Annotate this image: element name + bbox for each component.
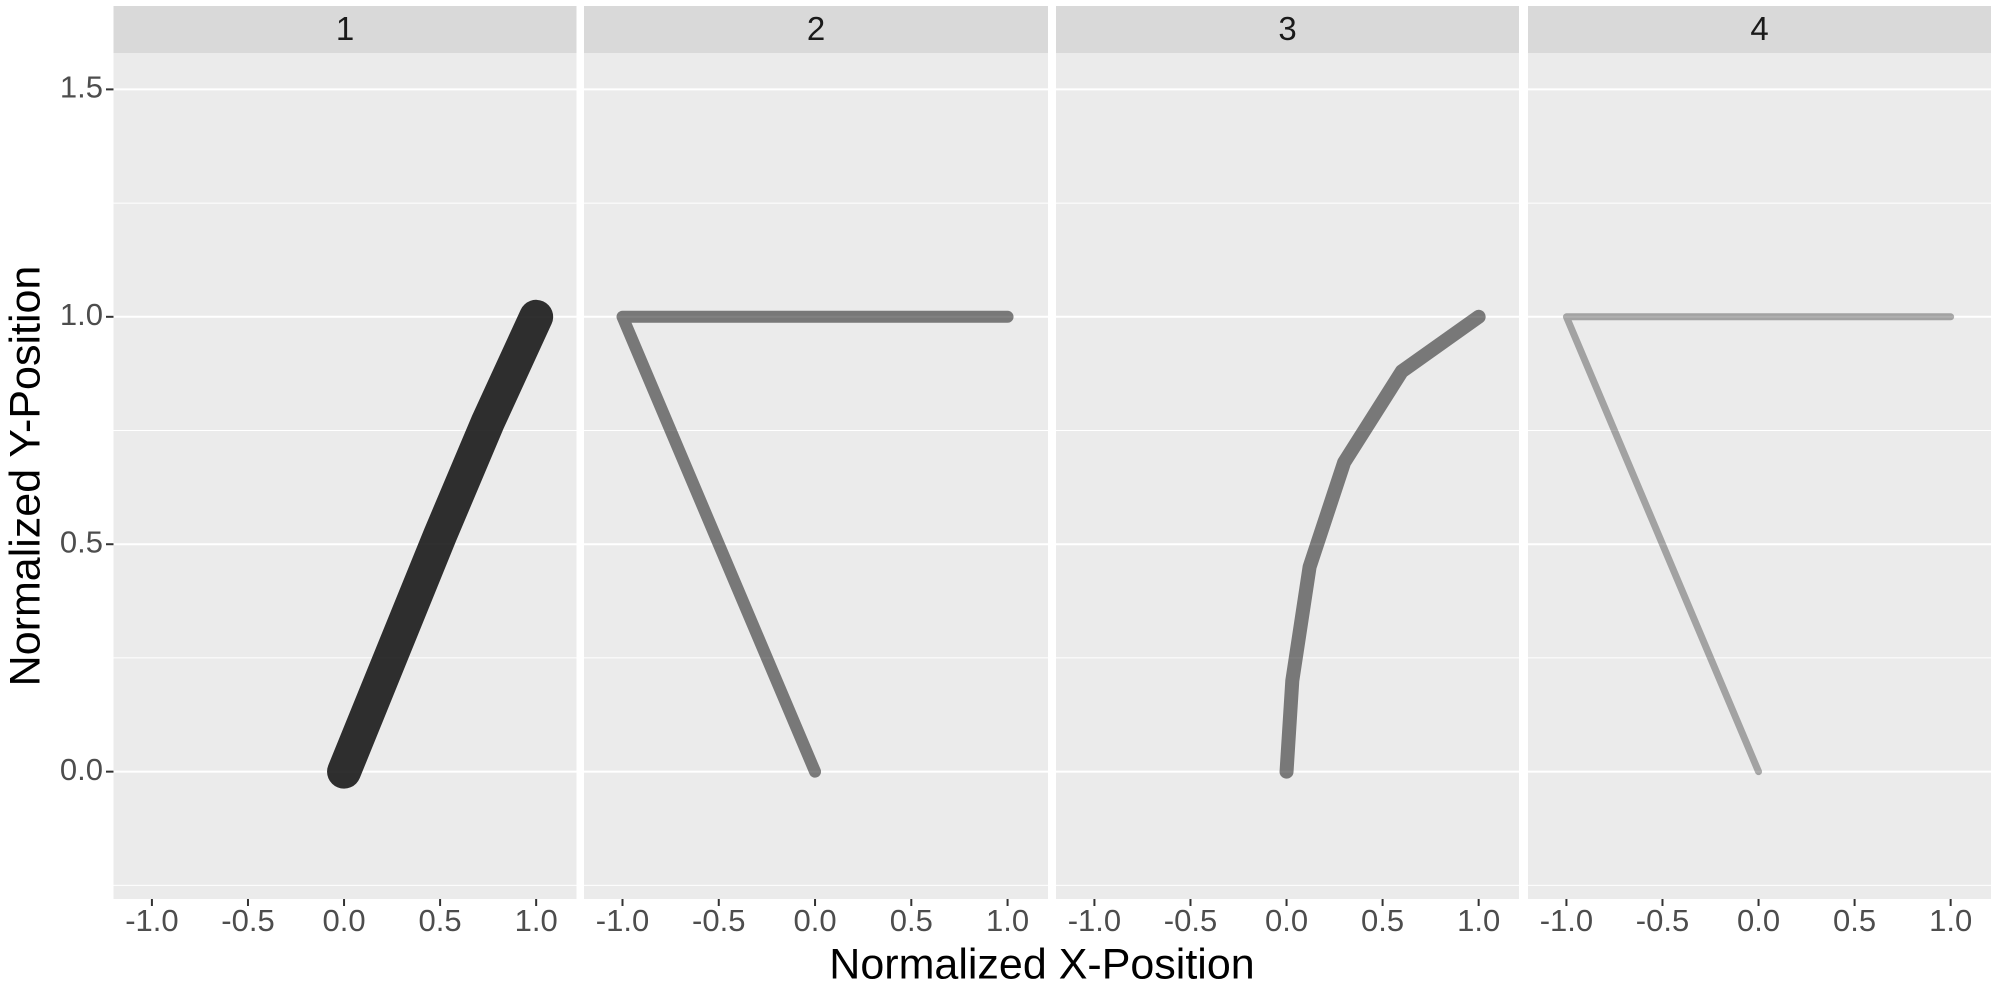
trajectory-bundle [327,299,554,789]
trajectory-bundle [1279,309,1486,779]
trajectory-bundle [1562,313,1955,776]
x-tick-label: 0.0 [1265,903,1308,938]
x-tick-label: -0.5 [221,903,274,938]
strip [1528,6,1991,53]
x-tick-label: -0.5 [692,903,745,938]
strip [113,6,577,53]
x-tick-label: 0.0 [1737,903,1780,938]
y-tick-label: 1.0 [60,297,103,332]
y-tick-label: 0.0 [60,752,103,787]
strip-label: 4 [1750,10,1768,47]
x-tick-label: 1.0 [986,903,1029,938]
strip-label: 1 [336,10,354,47]
x-tick-label: 0.0 [793,903,836,938]
x-tick-label: 1.0 [515,903,558,938]
x-tick-label: -1.0 [596,903,649,938]
x-tick-label: 0.5 [419,903,462,938]
x-tick-label: -1.0 [125,903,178,938]
y-tick-label: 0.5 [60,524,103,559]
strip [584,6,1048,53]
x-tick-label: 0.5 [1361,903,1404,938]
panel-background [1528,53,1991,899]
x-tick-label: -0.5 [1636,903,1689,938]
y-tick-label: 1.5 [60,70,103,105]
x-tick-label: 0.5 [1833,903,1876,938]
x-tick-label: 0.0 [322,903,365,938]
x-tick-label: -1.0 [1068,903,1121,938]
x-tick-label: 0.5 [890,903,933,938]
panel-background [584,53,1048,899]
y-axis-title: Normalized Y-Position [1,266,49,687]
x-tick-label: 1.0 [1929,903,1972,938]
strip-label: 2 [807,10,825,47]
x-tick-label: -1.0 [1540,903,1593,938]
x-axis-title: Normalized X-Position [829,940,1254,988]
strip-label: 3 [1278,10,1296,47]
x-tick-label: 1.0 [1457,903,1500,938]
strip [1056,6,1519,53]
x-tick-label: -0.5 [1164,903,1217,938]
trajectory-bundle [616,310,1014,778]
